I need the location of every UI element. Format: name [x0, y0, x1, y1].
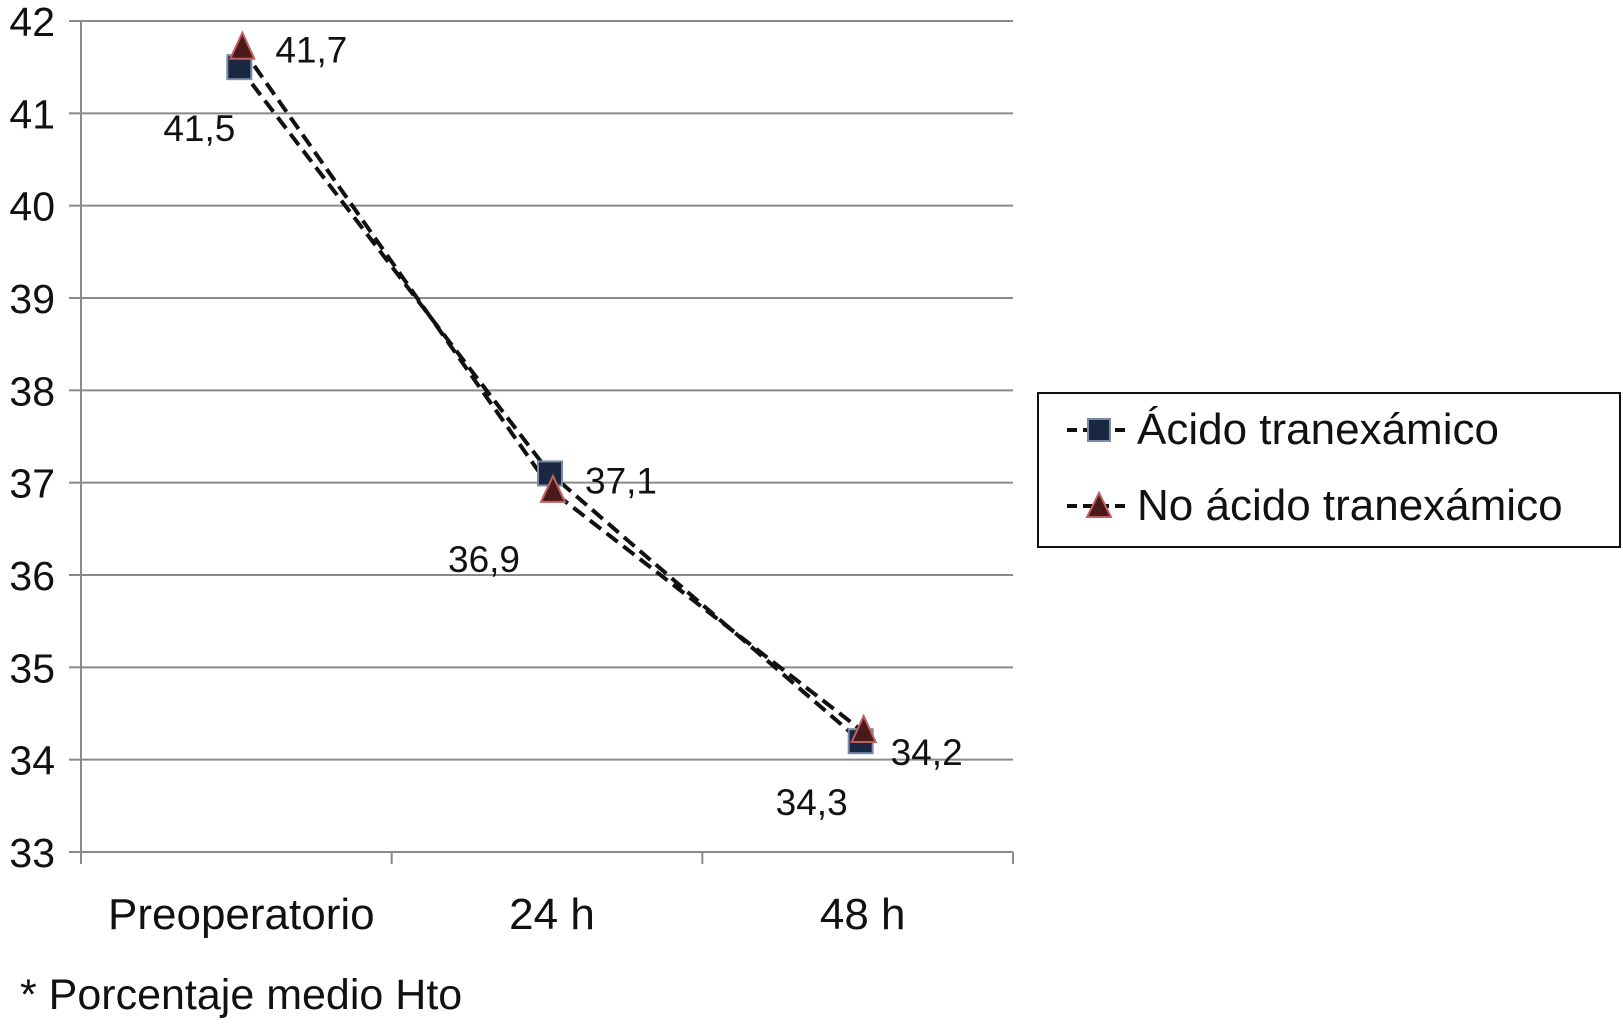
square-marker-icon	[1065, 406, 1133, 454]
y-tick-label: 36	[9, 553, 55, 599]
triangle-marker	[228, 30, 256, 60]
data-label: 34,3	[776, 782, 848, 823]
y-tick-label: 37	[9, 461, 55, 507]
series-line	[237, 65, 863, 743]
triangle-marker-icon	[1065, 482, 1133, 530]
legend-item-acido-tranexamico: Ácido tranexámico	[1065, 406, 1499, 454]
legend: Ácido tranexámico No ácido tranexámico	[1037, 392, 1621, 548]
triangle-marker	[539, 473, 567, 503]
y-tick-label: 41	[9, 91, 55, 137]
series-line	[240, 47, 865, 734]
data-labels: 41,5 37,1 34,2 41,7 36,9 34,3	[163, 30, 962, 823]
data-label: 34,2	[891, 732, 963, 773]
legend-item-no-acido-tranexamico: No ácido tranexámico	[1065, 482, 1563, 530]
y-tick-label: 33	[9, 830, 55, 876]
x-tick-labels: Preoperatorio 24 h 48 h	[108, 890, 905, 939]
y-tick-labels: 33 34 35 36 37 38 39 40 41 42	[9, 0, 55, 876]
footnote: * Porcentaje medio Hto	[20, 971, 463, 1019]
legend-label: No ácido tranexámico	[1137, 481, 1563, 530]
x-tick-label: Preoperatorio	[108, 890, 375, 939]
triangle-marker	[850, 713, 878, 743]
y-tick-label: 39	[9, 276, 55, 322]
gridlines	[81, 20, 1013, 761]
y-tick-label: 34	[9, 738, 55, 784]
y-tick-label: 42	[9, 0, 55, 45]
y-tick-label: 38	[9, 368, 55, 414]
y-tick-label: 40	[9, 184, 55, 230]
data-label: 41,7	[275, 30, 347, 71]
series-markers	[226, 30, 878, 755]
data-label: 37,1	[585, 460, 657, 501]
data-label: 36,9	[448, 539, 520, 580]
data-label: 41,5	[163, 108, 235, 149]
y-tick-label: 35	[9, 645, 55, 691]
x-tick-label: 24 h	[509, 890, 595, 939]
x-tick-label: 48 h	[820, 890, 906, 939]
legend-label: Ácido tranexámico	[1137, 405, 1499, 454]
axes	[69, 20, 1014, 864]
series-lines	[237, 47, 865, 743]
